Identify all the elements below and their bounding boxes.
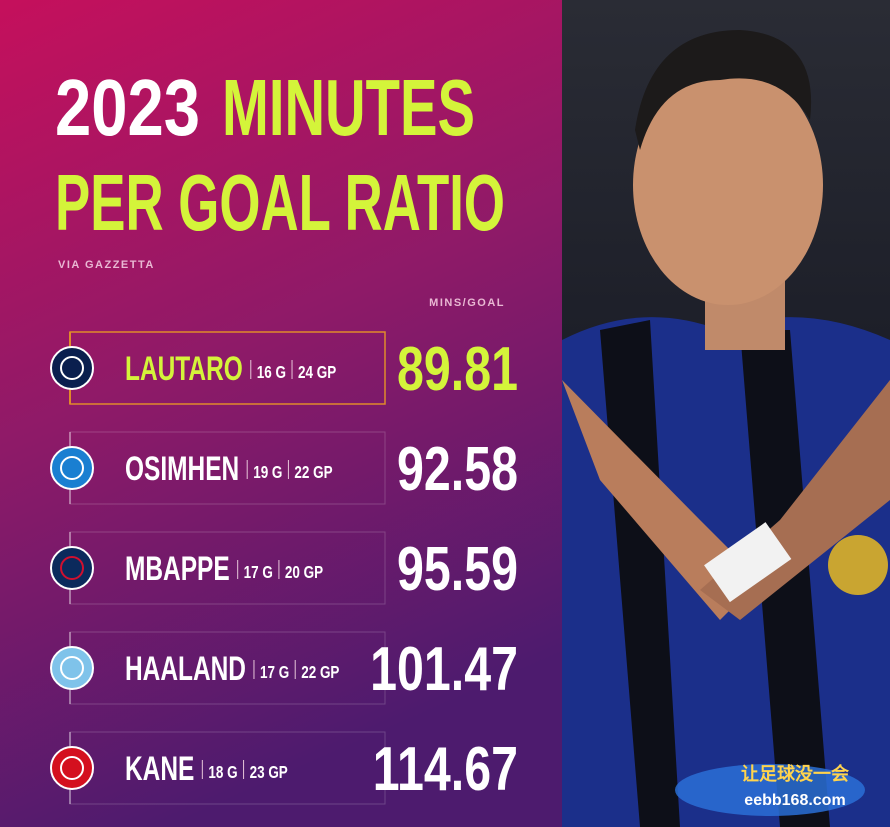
stat-group: 24 GP — [298, 363, 337, 382]
title-line1: MINUTES — [222, 63, 475, 152]
player-stat: 22 GP — [301, 663, 340, 682]
player-stat: 22 GP — [294, 463, 333, 482]
value-group: 92.58 — [397, 434, 518, 503]
row: LAUTARO 16 G 24 GP 89.81 — [50, 331, 518, 405]
player-stat: 19 G — [253, 463, 282, 482]
mins-per-goal: 101.47 — [370, 634, 518, 703]
row: KANE 18 G 23 GP 114.67 — [50, 731, 518, 805]
mins-per-goal: 92.58 — [397, 434, 518, 503]
player-photo — [562, 0, 890, 827]
stat-group: 22 GP — [301, 663, 340, 682]
club-logo-inner — [60, 556, 84, 580]
name-group: MBAPPE — [125, 550, 230, 588]
stat-group: 19 G — [253, 463, 282, 482]
rows: LAUTARO 16 G 24 GP 89.81 OSIMHEN 19 G 22 GP 92.… — [50, 331, 518, 805]
stat-group: 17 G — [260, 663, 289, 682]
stat-group: 16 G — [257, 363, 286, 382]
stat-group: 17 G — [244, 563, 273, 582]
club-logo-inner — [60, 656, 84, 680]
watermark-text: 让足球没一会 — [741, 763, 849, 784]
watermark: 让足球没一会 eebb168.com — [675, 763, 865, 816]
value-group: 101.47 — [370, 634, 518, 703]
club-logo-inner — [60, 756, 84, 780]
value-group: 95.59 — [397, 534, 518, 603]
name-group: OSIMHEN — [125, 450, 239, 488]
club-logo-inner — [60, 456, 84, 480]
row: MBAPPE 17 G 20 GP 95.59 — [50, 531, 518, 605]
value-group: 114.67 — [373, 734, 518, 803]
club-logo — [50, 646, 94, 690]
player-stat: 18 G — [208, 763, 237, 782]
source: VIA GAZZETTA — [58, 259, 155, 271]
player-name: OSIMHEN — [125, 450, 239, 488]
player-stat: 24 GP — [298, 363, 337, 382]
stat-group: 18 G — [208, 763, 237, 782]
player-stat: 17 G — [260, 663, 289, 682]
left-panel — [0, 0, 562, 827]
club-logo — [50, 746, 94, 790]
row: OSIMHEN 19 G 22 GP 92.58 — [50, 431, 518, 505]
watermark-url: eebb168.com — [744, 792, 845, 809]
name-group: KANE — [125, 750, 194, 788]
name-group: LAUTARO — [125, 350, 243, 388]
player-stat: 17 G — [244, 563, 273, 582]
player-name: LAUTARO — [125, 350, 243, 388]
club-logo — [50, 446, 94, 490]
mins-per-goal: 95.59 — [397, 534, 518, 603]
mins-per-goal: 114.67 — [373, 734, 518, 803]
value-group: 89.81 — [397, 334, 518, 403]
player-stat: 16 G — [257, 363, 286, 382]
title-line2: PER GOAL RATIO — [55, 158, 505, 247]
club-logo — [50, 346, 94, 390]
player-name: KANE — [125, 750, 194, 788]
column-header: MINS/GOAL — [429, 297, 505, 309]
player-stat: 20 GP — [285, 563, 324, 582]
stat-group: 20 GP — [285, 563, 324, 582]
player-stat: 23 GP — [250, 763, 289, 782]
stat-group: 23 GP — [250, 763, 289, 782]
club-logo-inner — [60, 356, 84, 380]
mins-per-goal: 89.81 — [397, 334, 518, 403]
row: HAALAND 17 G 22 GP 101.47 — [50, 631, 518, 705]
stat-group: 22 GP — [294, 463, 333, 482]
title-year: 2023 — [55, 63, 200, 152]
name-group: HAALAND — [125, 650, 246, 688]
player-name: MBAPPE — [125, 550, 230, 588]
player-name: HAALAND — [125, 650, 246, 688]
club-logo — [50, 546, 94, 590]
